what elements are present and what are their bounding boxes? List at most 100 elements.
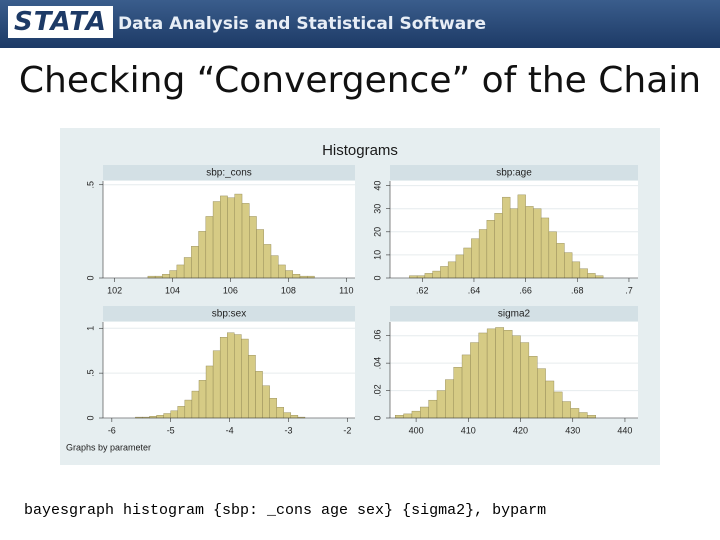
bar xyxy=(595,275,604,279)
y-tick-label: 0 xyxy=(372,275,382,280)
bar xyxy=(509,208,519,279)
bar xyxy=(587,273,596,279)
bar xyxy=(269,398,277,419)
x-tick-label: -6 xyxy=(108,425,116,435)
x-tick-label: 106 xyxy=(223,285,238,295)
bar xyxy=(556,243,565,279)
bar xyxy=(570,408,580,419)
bar xyxy=(256,229,264,279)
x-tick-label: 110 xyxy=(339,285,353,295)
bar xyxy=(241,338,249,419)
subplot-title: sigma2 xyxy=(498,309,531,320)
x-tick-label: .64 xyxy=(468,285,481,295)
bar xyxy=(248,354,256,419)
subplot-title: sbp:_cons xyxy=(206,168,252,179)
y-tick-label: 0 xyxy=(85,275,95,280)
y-tick-label: .5 xyxy=(85,181,95,189)
bar xyxy=(528,356,538,419)
header-bar: STATA Data Analysis and Statistical Soft… xyxy=(0,0,720,48)
y-tick-label: 1 xyxy=(85,326,95,331)
bar xyxy=(587,415,596,419)
x-tick-label: 108 xyxy=(281,285,296,295)
bar xyxy=(156,415,164,419)
y-tick-label: 30 xyxy=(372,204,382,214)
x-tick-label: -3 xyxy=(284,425,292,435)
bar xyxy=(445,379,454,419)
graph-note: Graphs by parameter xyxy=(66,442,151,452)
bar xyxy=(176,264,185,279)
x-tick-label: .7 xyxy=(625,285,633,295)
x-tick-label: 420 xyxy=(513,425,528,435)
bar xyxy=(478,229,488,279)
bar xyxy=(234,193,243,279)
bar xyxy=(533,208,542,279)
bar xyxy=(285,270,293,279)
bar xyxy=(420,406,429,419)
bar xyxy=(205,365,214,419)
bar xyxy=(219,337,228,419)
bar xyxy=(212,350,221,419)
y-tick-label: 0 xyxy=(372,415,382,420)
bar xyxy=(486,328,496,419)
x-tick-label: .66 xyxy=(519,285,532,295)
bar xyxy=(227,332,235,419)
tagline: Data Analysis and Statistical Software xyxy=(118,14,487,34)
bar xyxy=(537,368,546,419)
bar xyxy=(249,216,257,279)
y-tick-label: 20 xyxy=(372,227,382,237)
bar xyxy=(409,275,418,279)
subplot-title: sbp:age xyxy=(496,168,532,179)
x-tick-label: 104 xyxy=(165,285,180,295)
bar xyxy=(270,255,279,279)
bar xyxy=(440,266,449,279)
bar xyxy=(478,332,488,419)
x-tick-label: -4 xyxy=(226,425,234,435)
bar xyxy=(511,335,521,419)
bar xyxy=(545,380,555,419)
bar xyxy=(461,354,471,419)
bar xyxy=(562,401,571,419)
bar xyxy=(447,261,457,279)
y-tick-label: .04 xyxy=(372,357,382,370)
subplot-strip xyxy=(103,165,355,180)
bar xyxy=(262,385,270,419)
bar xyxy=(241,203,250,279)
logo: STATA xyxy=(8,6,113,38)
bar xyxy=(234,334,242,419)
command: bayesgraph histogram {sbp: _cons age sex… xyxy=(24,502,547,519)
bar xyxy=(525,206,534,279)
bar xyxy=(424,273,433,279)
bar xyxy=(520,342,530,419)
bar xyxy=(276,407,284,419)
slide-title: Checking “Convergence” of the Chain xyxy=(18,60,702,101)
bar xyxy=(169,270,178,279)
bar xyxy=(163,413,171,419)
bar xyxy=(290,415,299,419)
bar xyxy=(548,231,557,279)
x-tick-label: 430 xyxy=(565,425,580,435)
bar xyxy=(470,342,479,419)
y-tick-label: 10 xyxy=(372,250,382,260)
bar xyxy=(198,380,207,419)
bar xyxy=(403,413,413,419)
bar xyxy=(571,261,581,279)
bar xyxy=(227,197,235,279)
bar xyxy=(205,216,214,279)
bar xyxy=(436,390,446,419)
bar xyxy=(162,274,170,279)
bar xyxy=(579,268,588,279)
y-tick-label: 0 xyxy=(85,415,95,420)
bar xyxy=(486,220,495,279)
bar xyxy=(416,275,426,279)
y-tick-label: .02 xyxy=(372,384,382,397)
y-tick-label: .06 xyxy=(372,329,382,342)
bar xyxy=(220,195,228,279)
bar xyxy=(428,399,438,419)
bar xyxy=(540,217,550,279)
bar xyxy=(578,412,588,419)
x-tick-label: .68 xyxy=(571,285,584,295)
bar xyxy=(553,391,563,419)
bar xyxy=(494,213,503,279)
bar xyxy=(411,410,421,419)
bar xyxy=(191,246,199,279)
